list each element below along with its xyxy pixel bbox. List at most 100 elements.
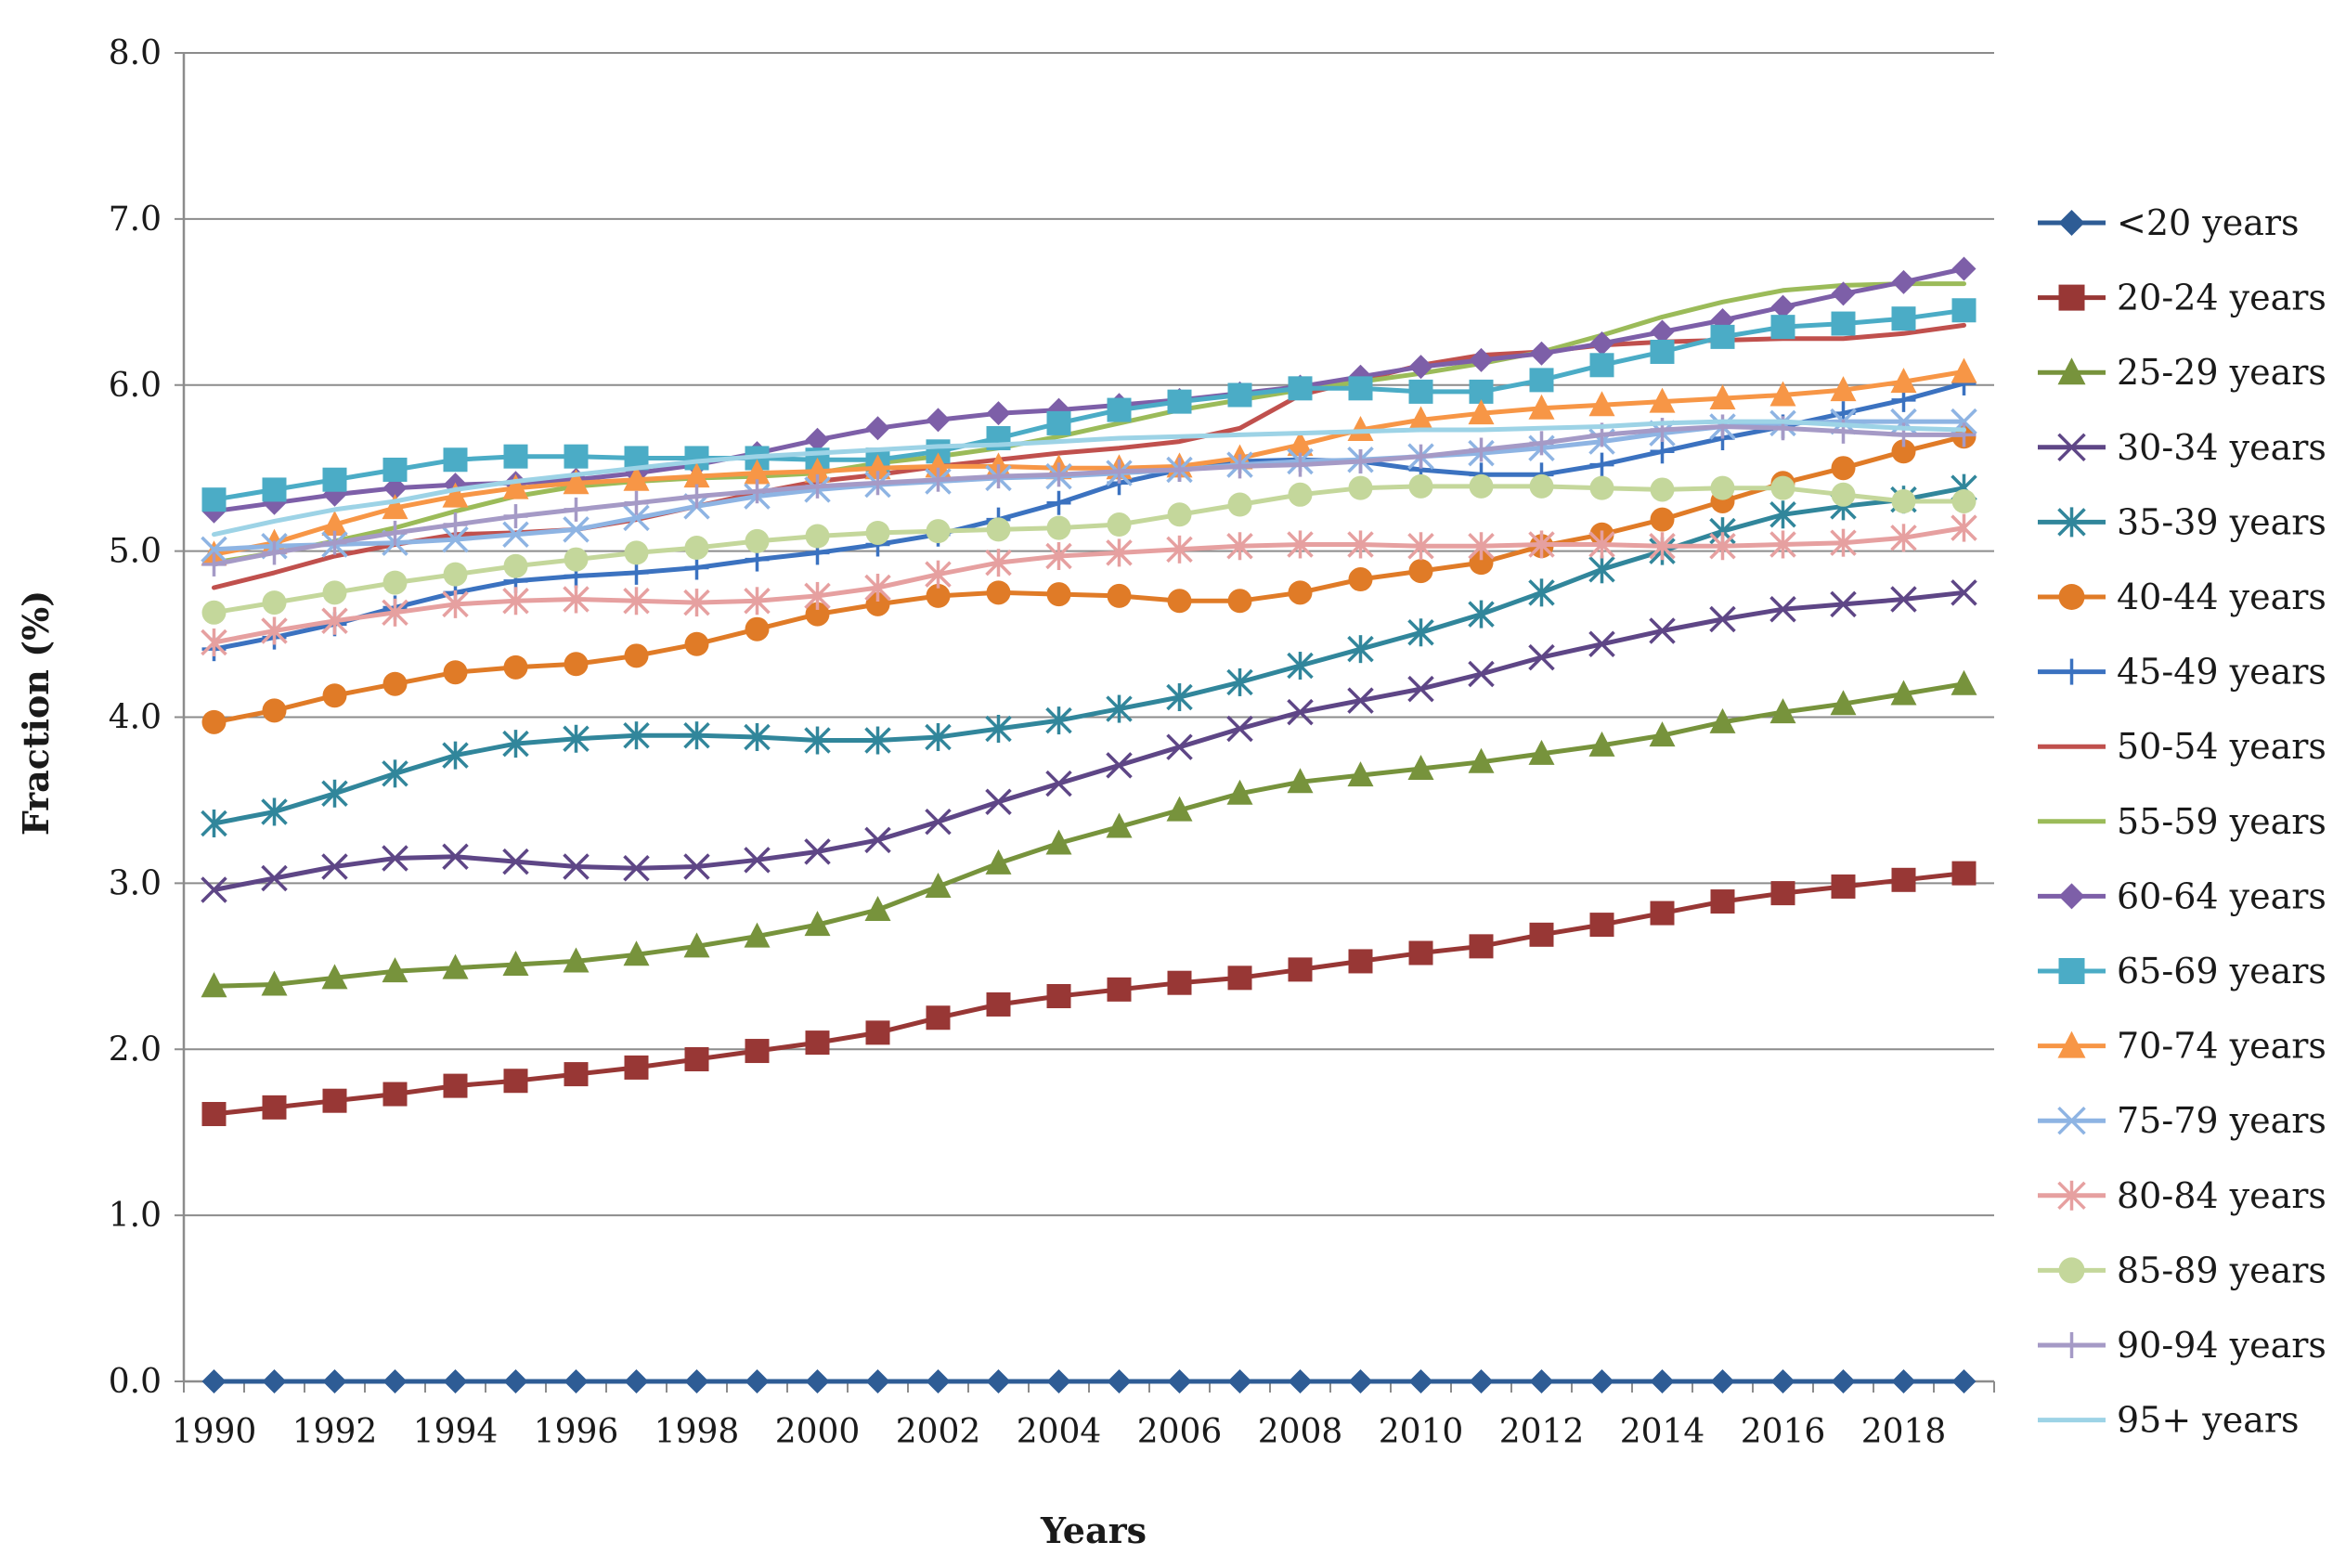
data-point	[623, 940, 650, 966]
y-tick-label: 6.0	[109, 367, 162, 405]
data-point	[321, 511, 348, 537]
data-point	[1650, 477, 1675, 502]
data-point	[1891, 269, 1916, 294]
data-point	[1107, 583, 1132, 608]
data-point	[564, 1062, 589, 1087]
data-point	[1469, 934, 1494, 959]
data-point	[382, 570, 408, 595]
data-point	[1046, 490, 1071, 515]
data-point	[2058, 584, 2085, 610]
data-point	[1770, 315, 1795, 340]
x-tick-label: 1994	[413, 1413, 499, 1451]
data-point	[503, 1369, 528, 1393]
data-point-stroke	[442, 843, 469, 870]
data-point	[624, 1369, 649, 1393]
data-point	[1287, 431, 1314, 457]
data-point	[1046, 515, 1071, 540]
data-point	[1408, 355, 1433, 380]
data-point	[1529, 1369, 1554, 1393]
y-tick-label: 7.0	[109, 201, 162, 239]
data-point	[2058, 883, 2085, 910]
data-point-stroke	[1166, 733, 1193, 760]
data-point	[503, 504, 528, 529]
data-point	[1770, 475, 1795, 500]
data-point	[1167, 1369, 1192, 1393]
data-point	[321, 964, 348, 990]
data-point	[442, 741, 469, 770]
y-tick-label: 2.0	[109, 1030, 162, 1069]
data-point	[1046, 410, 1071, 435]
data-point	[1045, 770, 1072, 797]
data-point	[442, 590, 469, 618]
data-point	[805, 602, 830, 627]
data-point	[985, 715, 1012, 744]
data-point	[1166, 796, 1193, 822]
data-point	[1468, 532, 1495, 561]
data-point	[1951, 256, 1977, 281]
series-lines	[201, 256, 1977, 1393]
data-point	[985, 788, 1012, 815]
data-point	[683, 462, 710, 488]
data-point-stroke	[683, 853, 710, 880]
data-point	[1589, 331, 1614, 356]
data-point-stroke	[1287, 698, 1314, 726]
data-point	[261, 970, 288, 996]
data-point	[1469, 1369, 1494, 1393]
data-point	[1407, 618, 1434, 647]
data-point	[1769, 381, 1796, 407]
data-point-stroke	[1649, 617, 1676, 644]
data-point-stroke	[201, 536, 227, 564]
data-point	[1951, 298, 1977, 323]
data-point	[744, 922, 771, 948]
data-point	[1166, 683, 1193, 712]
data-point	[1830, 590, 1857, 618]
series-15	[201, 414, 1977, 577]
legend: <20 years 20-24 years 25-29 years 30-34 yea…	[2038, 202, 2327, 1441]
data-point	[865, 1369, 890, 1393]
data-point	[502, 730, 529, 758]
data-point	[1588, 630, 1615, 658]
data-point	[262, 698, 287, 723]
x-tick-label: 2018	[1861, 1413, 1947, 1451]
data-point	[1709, 384, 1736, 410]
data-point	[1650, 1369, 1675, 1393]
data-point	[986, 401, 1011, 426]
data-point	[804, 581, 831, 610]
data-point	[1770, 294, 1795, 319]
data-point-stroke	[382, 845, 408, 872]
data-point-stroke	[261, 864, 288, 892]
data-point	[805, 1369, 830, 1393]
data-point	[744, 459, 771, 485]
data-point	[564, 547, 589, 572]
data-point-stroke	[1407, 675, 1434, 703]
data-point	[1650, 507, 1675, 532]
series-line	[212, 381, 1966, 652]
data-point	[564, 497, 589, 522]
data-point	[1348, 1369, 1373, 1393]
data-point	[503, 553, 528, 578]
data-point	[1589, 452, 1614, 477]
data-point	[1408, 473, 1433, 499]
data-point	[322, 530, 347, 555]
data-point	[1831, 1369, 1856, 1393]
data-point	[1288, 452, 1313, 477]
data-point	[1348, 567, 1373, 592]
data-point	[683, 589, 710, 617]
data-point	[925, 452, 952, 478]
data-point	[443, 660, 468, 685]
data-point	[1287, 530, 1314, 559]
data-point	[382, 1082, 408, 1107]
data-point	[865, 416, 890, 441]
data-point	[261, 616, 288, 645]
data-point	[926, 583, 951, 608]
y-tick-label: 3.0	[109, 864, 162, 902]
data-point	[1588, 555, 1615, 584]
data-point	[1348, 376, 1373, 401]
y-axis-title: Fraction (%)	[15, 590, 57, 836]
data-point	[1529, 341, 1554, 366]
data-point	[1288, 482, 1313, 507]
data-point	[1167, 589, 1192, 614]
data-point	[201, 876, 227, 903]
